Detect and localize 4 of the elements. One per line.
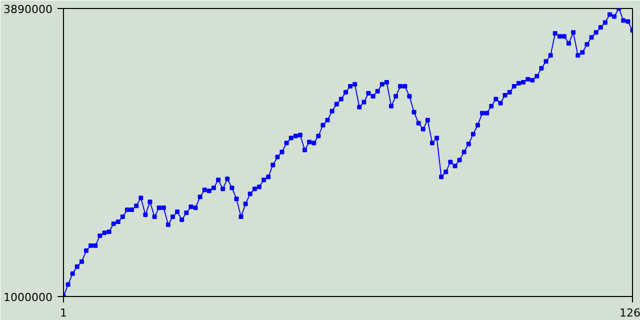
x-tick-label: 1 <box>60 306 67 320</box>
x-tick-label: 126 <box>620 306 640 320</box>
y-tick-label: 3890000 <box>4 3 53 16</box>
y-tick-label: 1000000 <box>4 291 53 304</box>
